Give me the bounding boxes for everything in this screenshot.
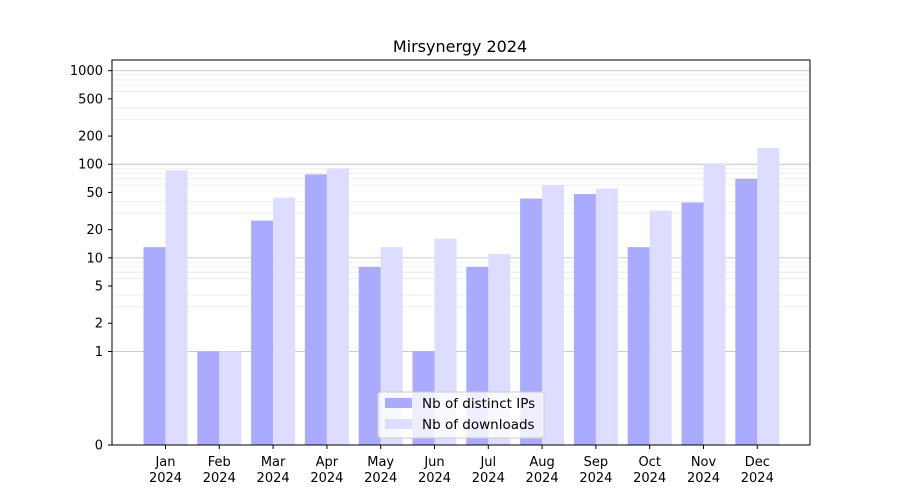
x-tick-label-year: 2024 xyxy=(687,471,720,486)
x-tick-label-month: Sep xyxy=(584,455,609,470)
y-tick-label: 100 xyxy=(78,158,103,173)
x-tick-label-month: Feb xyxy=(208,455,231,470)
legend-label-downloads: Nb of downloads xyxy=(422,417,535,433)
y-tick-label: 1000 xyxy=(70,64,103,79)
bar-downloads xyxy=(595,188,618,445)
y-tick-label: 10 xyxy=(86,251,103,266)
y-tick-label: 20 xyxy=(86,223,103,238)
x-tick-label-year: 2024 xyxy=(418,471,451,486)
plot-frame xyxy=(111,59,811,446)
chart-title: Mirsynergy 2024 xyxy=(393,37,527,56)
x-axis: Jan2024Feb2024Mar2024Apr2024May2024Jun20… xyxy=(149,445,774,486)
x-tick-label-month: Mar xyxy=(261,455,286,470)
x-tick-label-year: 2024 xyxy=(203,471,236,486)
bar-downloads xyxy=(703,163,726,445)
x-tick-label-year: 2024 xyxy=(579,471,612,486)
legend-swatch-downloads xyxy=(385,419,412,429)
bar-distinct-ips xyxy=(358,266,381,445)
bar-downloads xyxy=(757,147,780,445)
y-tick-label: 200 xyxy=(78,130,103,145)
bar-downloads xyxy=(165,170,188,445)
x-tick-label-year: 2024 xyxy=(257,471,290,486)
bar-downloads xyxy=(326,168,349,445)
x-tick-label-year: 2024 xyxy=(149,471,182,486)
bar-distinct-ips xyxy=(143,247,166,445)
bar-distinct-ips xyxy=(304,174,327,445)
x-tick-label-year: 2024 xyxy=(633,471,666,486)
legend-box xyxy=(377,391,545,439)
bar-distinct-ips xyxy=(627,247,650,445)
x-tick-label-month: Jul xyxy=(479,455,496,470)
legend-label-distinct-ips: Nb of distinct IPs xyxy=(422,396,535,412)
bar-distinct-ips xyxy=(573,194,596,445)
bar-downloads xyxy=(273,197,296,445)
x-tick-label-year: 2024 xyxy=(472,471,505,486)
bar-distinct-ips xyxy=(735,178,758,446)
x-tick-label-month: Oct xyxy=(638,455,660,470)
x-tick-label-year: 2024 xyxy=(364,471,397,486)
x-tick-label-year: 2024 xyxy=(741,471,774,486)
bar-distinct-ips xyxy=(681,202,704,445)
legend: Nb of distinct IPs Nb of downloads xyxy=(377,391,545,439)
bar-downloads xyxy=(649,210,672,445)
x-tick-label-month: May xyxy=(367,455,394,470)
bar-distinct-ips xyxy=(251,220,274,445)
y-tick-label: 1 xyxy=(95,345,103,360)
y-tick-label: 0 xyxy=(95,439,103,454)
bar-distinct-ips xyxy=(520,198,543,445)
x-tick-label-year: 2024 xyxy=(526,471,559,486)
y-axis: 0 1 2 5 10 20 50 100 200 500 1000 xyxy=(70,64,112,454)
y-tick-label: 500 xyxy=(78,92,103,107)
bar-downloads xyxy=(219,351,242,445)
x-tick-label-month: Aug xyxy=(529,455,554,470)
x-tick-label-month: Dec xyxy=(745,455,770,470)
x-tick-label-month: Jun xyxy=(423,455,444,470)
x-tick-label-month: Jan xyxy=(154,455,175,470)
bar-distinct-ips xyxy=(197,351,220,445)
x-tick-label-year: 2024 xyxy=(310,471,343,486)
y-tick-label: 50 xyxy=(86,186,103,201)
y-tick-label: 2 xyxy=(95,317,103,332)
x-tick-label-month: Apr xyxy=(316,455,339,470)
legend-swatch-distinct-ips xyxy=(385,398,412,408)
y-tick-label: 5 xyxy=(95,280,103,295)
bar-downloads xyxy=(542,185,565,445)
x-tick-label-month: Nov xyxy=(691,455,717,470)
